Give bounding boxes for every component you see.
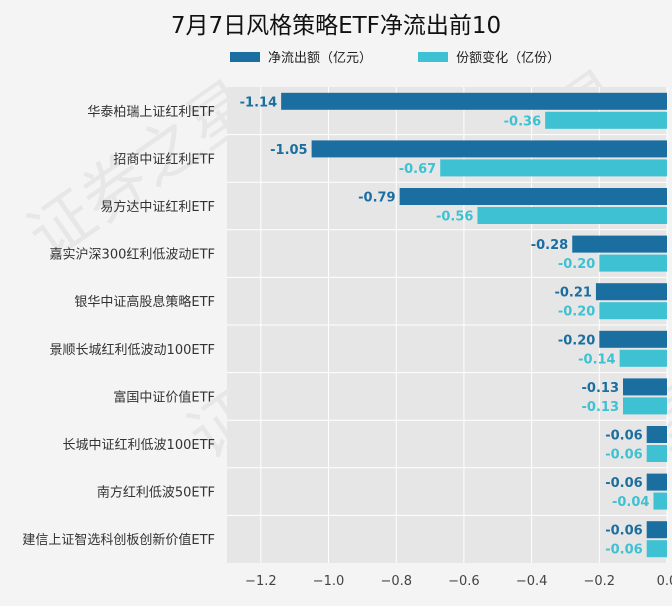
data-label-outflow: -0.06 [605,524,642,539]
legend-label-share: 份额变化（亿份） [456,51,561,66]
x-tick-label: −0.4 [516,574,548,589]
data-label-share: -0.04 [612,495,649,510]
bar-outflow [572,235,667,253]
x-tick-label: 0.0 [657,574,672,589]
x-tick-label: −0.2 [584,574,616,589]
bar-share [646,540,667,558]
bar-outflow [595,283,667,301]
bar-share [653,492,667,510]
x-tick-label: −0.8 [380,574,412,589]
data-label-outflow: -0.06 [605,429,642,444]
bar-outflow [646,473,667,491]
x-tick-label: −1.0 [313,574,345,589]
data-label-outflow: -0.13 [582,381,619,396]
legend-swatch-outflow [230,51,260,62]
bar-outflow [646,521,667,539]
data-label-share: -0.20 [558,305,595,320]
bar-outflow [623,378,667,396]
data-label-share: -0.14 [578,352,615,367]
bar-share [619,349,667,367]
data-label-share: -0.67 [399,162,436,177]
data-label-share: -0.13 [582,400,619,415]
bar-outflow [399,188,667,205]
chart-title: 7月7日风格策略ETF净流出前10 [170,13,502,39]
bar-outflow [311,140,667,158]
category-label: 长城中证红利低波100ETF [63,437,215,453]
legend-label-outflow: 净流出额（亿元） [268,51,373,66]
data-label-outflow: -0.20 [558,333,595,348]
data-label-outflow: -0.79 [358,191,395,206]
data-label-outflow: -0.21 [554,286,591,301]
category-label: 招商中证红利ETF [113,151,215,167]
category-label: 建信上证智选科创板创新价值ETF [22,532,215,548]
bar-share [646,445,667,462]
legend-item-share: 份额变化（亿份） [418,47,560,66]
data-label-share: -0.06 [605,448,642,463]
category-label: 易方达中证红利ETF [100,199,215,215]
legend: 净流出额（亿元） 份额变化（亿份） [230,47,602,67]
x-tick-label: −1.2 [245,574,277,589]
data-label-share: -0.56 [436,210,473,225]
bar-share [599,302,667,320]
bar-share [440,159,667,177]
data-label-share: -0.06 [605,543,642,558]
category-label: 嘉实沪深300红利低波动ETF [50,247,215,263]
bar-share [477,207,667,224]
category-label: 景顺长城红利低波动100ETF [50,342,215,358]
data-label-outflow: -1.14 [240,95,277,110]
bar-share [623,397,667,415]
data-label-outflow: -0.06 [605,476,642,491]
category-label: 富国中证价值ETF [113,389,215,405]
bar-share [599,254,667,272]
bar-outflow [646,426,667,443]
bar-outflow [281,92,667,110]
legend-item-outflow: 净流出额（亿元） [230,47,372,66]
data-label-share: -0.36 [504,114,541,129]
bar-share [545,111,667,129]
category-label: 华泰柏瑞上证红利ETF [87,104,215,120]
x-tick-label: −0.6 [448,574,480,589]
data-label-outflow: -0.28 [531,238,568,253]
category-label: 南方红利低波50ETF [97,485,215,501]
data-label-share: -0.20 [558,257,595,272]
data-label-outflow: -1.05 [270,143,307,158]
category-label: 银华中证高股息策略ETF [74,294,215,310]
legend-swatch-share [418,51,449,62]
bar-outflow [599,330,667,348]
